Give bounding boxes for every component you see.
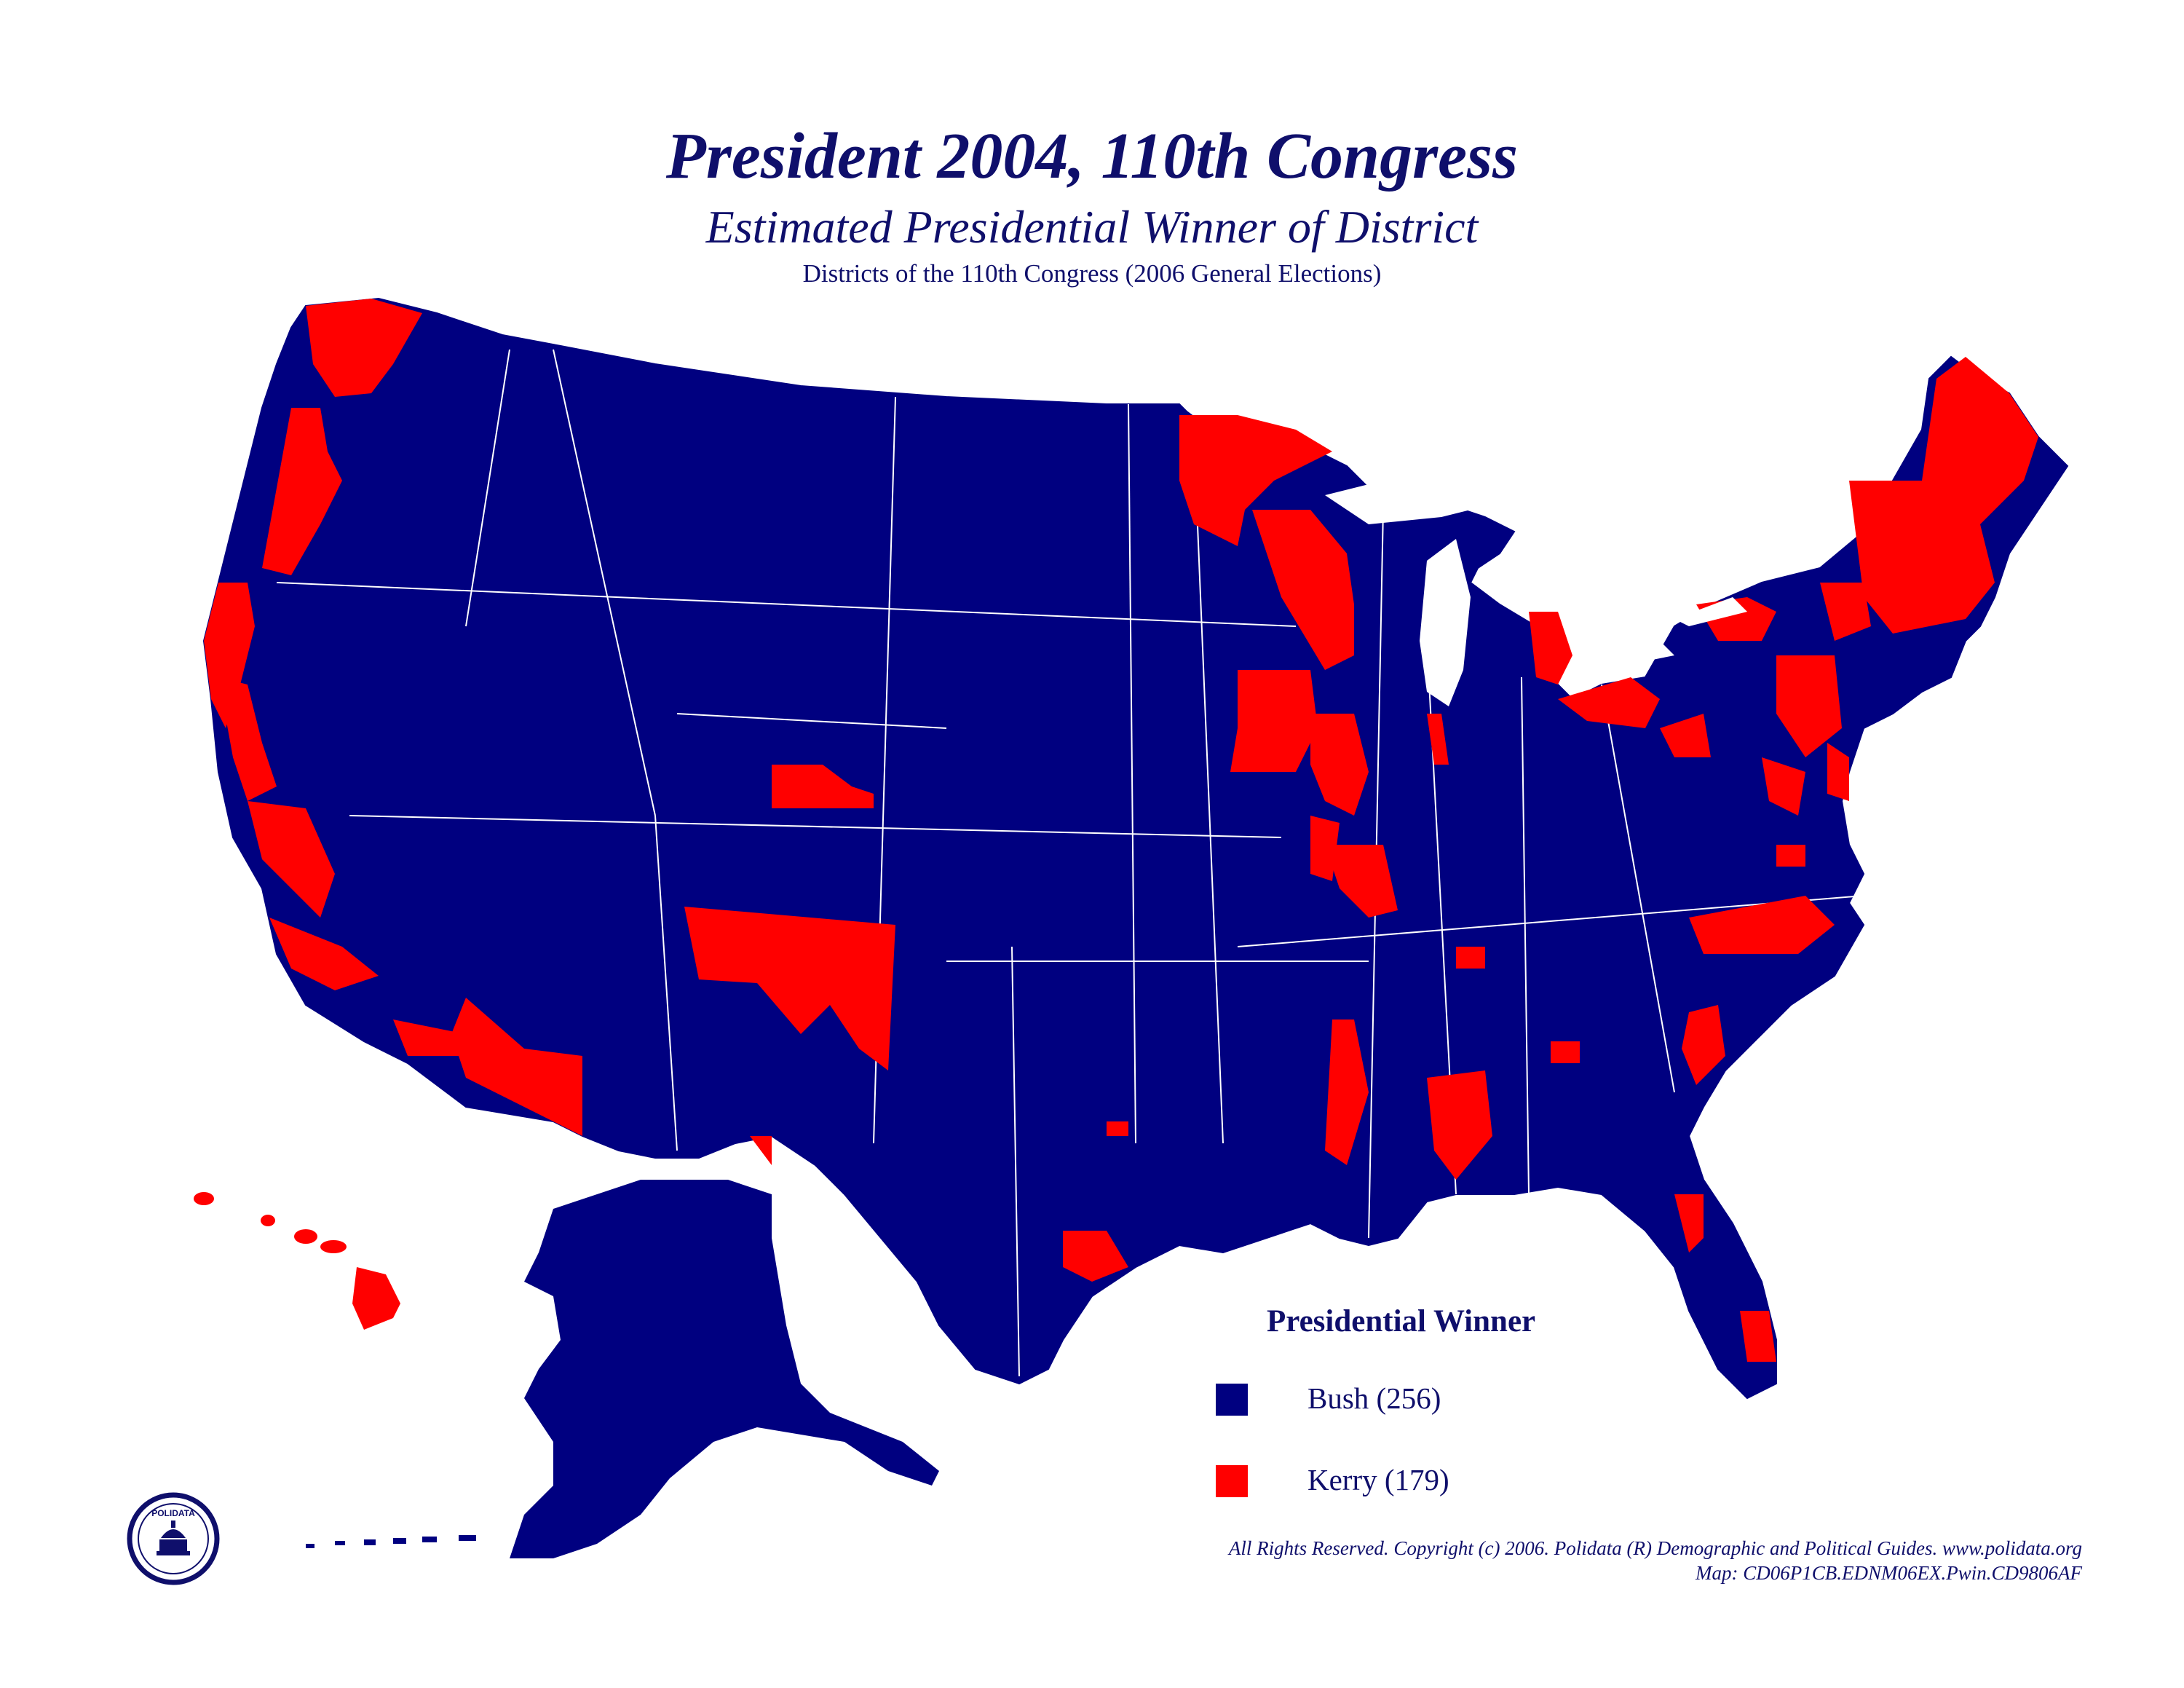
state-borders — [276, 349, 1864, 1377]
imperial-region — [393, 1019, 466, 1056]
delaware-region — [1827, 743, 1849, 801]
tennessee-region — [1456, 947, 1485, 969]
california-south-region — [248, 801, 335, 918]
colorado-denver-region — [772, 765, 874, 808]
oregon-coast-region — [262, 408, 342, 575]
iowa-east-region — [1230, 670, 1318, 772]
la-region — [269, 918, 379, 990]
illinois-region — [1310, 714, 1369, 816]
north-carolina-region — [1689, 896, 1835, 954]
new-england-region — [1849, 357, 2038, 634]
map-subtitle: Estimated Presidential Winner of Distric… — [705, 201, 1479, 253]
indiana-nw-region — [1427, 714, 1449, 765]
great-lakes — [1325, 473, 1747, 706]
south-carolina-region — [1682, 1005, 1725, 1085]
wisconsin-region — [1252, 510, 1354, 670]
alaska-islands — [306, 1535, 476, 1548]
michigan-region — [1529, 612, 1572, 685]
california-north-region — [204, 583, 255, 728]
new-york-east-region — [1820, 583, 1871, 641]
new-mexico-region — [684, 907, 895, 1070]
washington-west-region — [306, 299, 422, 397]
legend-title: Presidential Winner — [1267, 1304, 1536, 1338]
hawaii-shape — [194, 1192, 400, 1330]
map-subsubtitle: Districts of the 110th Congress (2006 Ge… — [802, 259, 1382, 288]
alaska-shape — [510, 1180, 939, 1558]
pennsylvania-region — [1660, 714, 1711, 757]
georgia-region — [1551, 1041, 1580, 1063]
kerry-swatch — [1216, 1465, 1248, 1497]
polidata-logo: POLIDATA — [127, 1492, 220, 1585]
map-id-text: Map: CD06P1CB.EDNM06EX.Pwin.CD9806AF — [1696, 1561, 2082, 1584]
illinois-south-region — [1325, 845, 1398, 918]
copyright-block: All Rights Reserved. Copyright (c) 2006.… — [1229, 1537, 2082, 1586]
texas-houston-region — [1063, 1231, 1128, 1282]
philadelphia-region — [1776, 655, 1842, 757]
texas-dallas-region — [1107, 1121, 1128, 1136]
map-title: President 2004, 110th Congress — [665, 120, 1519, 192]
texas-border-region — [750, 1136, 772, 1165]
mississippi-region — [1325, 1019, 1369, 1165]
minnesota-region — [1179, 415, 1332, 546]
legend-label-kerry: Kerry (179) — [1307, 1463, 1449, 1496]
maryland-region — [1762, 757, 1805, 816]
florida-region — [1674, 1194, 1704, 1253]
kerry-districts — [204, 299, 2038, 1362]
st-louis-region — [1310, 816, 1340, 881]
copyright-text: All Rights Reserved. Copyright (c) 2006.… — [1228, 1537, 2082, 1559]
florida-south-region — [1740, 1311, 1776, 1362]
california-bay-region — [218, 677, 277, 801]
bush-swatch — [1216, 1384, 1248, 1416]
contiguous-us-shape — [202, 297, 2069, 1400]
alabama-region — [1427, 1070, 1492, 1180]
logo-text: POLIDATA — [151, 1508, 195, 1518]
virginia-region — [1776, 845, 1805, 867]
legend-label-bush: Bush (256) — [1307, 1381, 1441, 1415]
ohio-north-region — [1558, 677, 1660, 728]
arizona-south-region — [451, 998, 582, 1136]
